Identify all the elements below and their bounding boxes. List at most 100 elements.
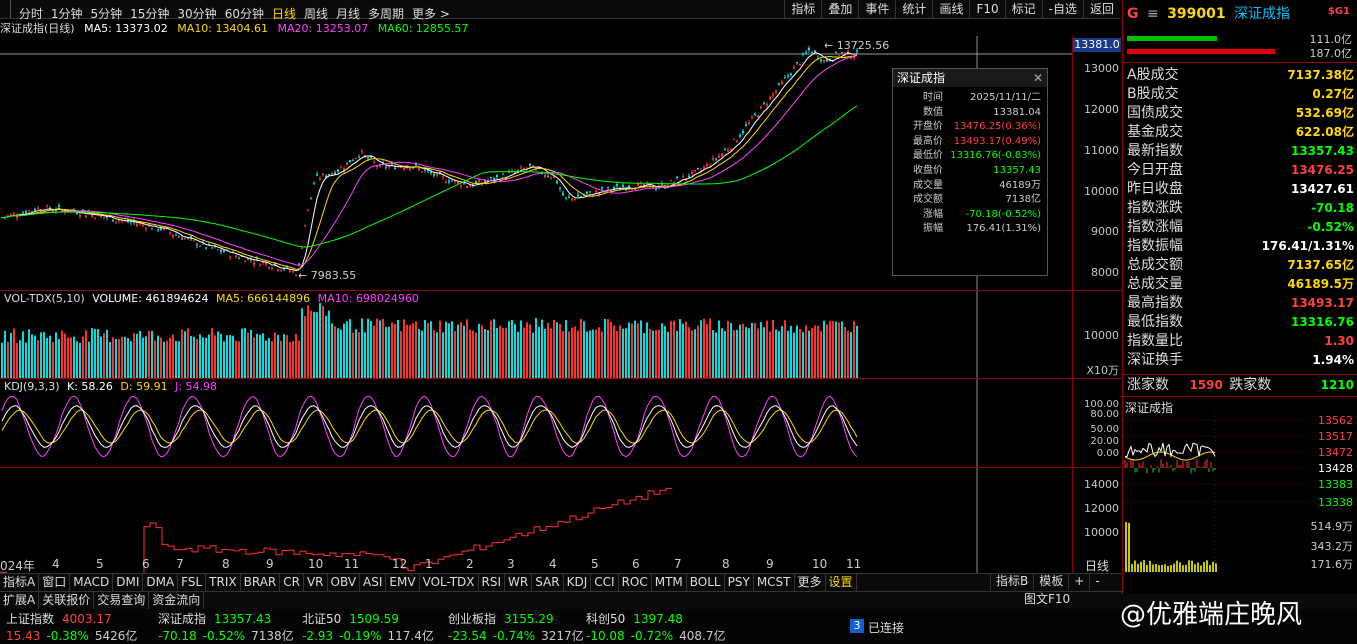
- period-tab[interactable]: 分时: [18, 7, 43, 21]
- volume-bar: [748, 328, 750, 378]
- toolbar-button[interactable]: -自选: [1041, 0, 1083, 18]
- volume-bar: [52, 342, 54, 378]
- indicator-tab[interactable]: MTM: [652, 574, 687, 591]
- indicator-tab[interactable]: KDJ: [564, 574, 592, 591]
- indicator-tab[interactable]: ASI: [360, 574, 387, 591]
- indicator-tab[interactable]: DMI: [113, 574, 144, 591]
- indicator-tab[interactable]: MACD: [70, 574, 114, 591]
- candle-body: [322, 173, 324, 175]
- indicator-tab[interactable]: EMV: [386, 574, 420, 591]
- indicator-tab[interactable]: BOLL: [687, 574, 725, 591]
- toolbar-button[interactable]: 指标: [784, 0, 821, 18]
- ticker-item[interactable]: 上证指数 4003.17 15.43 -0.38% 5426亿: [6, 610, 156, 644]
- indicator-tab[interactable]: 指标B: [990, 573, 1033, 590]
- candle-body: [676, 176, 678, 178]
- mini-title: 深证成指: [1125, 401, 1174, 415]
- volume-bar: [358, 332, 360, 378]
- f10-link[interactable]: 图文F10: [1024, 592, 1071, 606]
- intraday-mini-chart[interactable]: 13562 13517 13472 13428 13383 13338 514.9万 343.…: [1123, 412, 1357, 582]
- candle-body: [778, 83, 780, 85]
- indicator-tab[interactable]: VR: [304, 574, 328, 591]
- indicator-tab[interactable]: FSL: [178, 574, 207, 591]
- volume-bar: [841, 321, 843, 378]
- indicator-tab[interactable]: BRAR: [241, 574, 281, 591]
- indicator-tab[interactable]: SAR: [532, 574, 564, 591]
- kdj-j: J: 54.98: [175, 380, 218, 393]
- tooltip-row: 开盘价 13476.25(0.36%): [893, 120, 1047, 135]
- indicator-tab[interactable]: +: [1068, 573, 1089, 590]
- mini-vol-bar: [1176, 560, 1178, 572]
- period-tab[interactable]: 5分钟: [90, 7, 123, 21]
- volume-bar: [433, 330, 435, 378]
- period-tab[interactable]: 15分钟: [130, 7, 170, 21]
- indicator-tab[interactable]: ROC: [619, 574, 652, 591]
- period-tab[interactable]: 30分钟: [177, 7, 217, 21]
- volume-bar: [391, 322, 393, 378]
- stat-value: 13476.25: [1290, 163, 1354, 177]
- period-tab[interactable]: 1分钟: [50, 7, 83, 21]
- candle-body: [28, 210, 30, 212]
- candle-body: [811, 52, 813, 54]
- candle-body: [490, 176, 492, 178]
- indicator-tab[interactable]: CCI: [591, 574, 619, 591]
- candle-body: [307, 209, 309, 211]
- period-tab[interactable]: 日线: [271, 7, 296, 21]
- indicator-tab[interactable]: VOL-TDX: [420, 574, 479, 591]
- bottom-tab[interactable]: 资金流向: [149, 592, 205, 609]
- indicator-tab[interactable]: OBV: [328, 574, 361, 591]
- bottom-tab[interactable]: 扩展A: [0, 592, 40, 609]
- volume-bar: [607, 319, 609, 378]
- menu-icon[interactable]: ≡: [1146, 6, 1159, 22]
- candle-body: [190, 236, 192, 239]
- indicator-tab[interactable]: 窗口: [39, 574, 71, 591]
- stat-key: 深证换手: [1127, 352, 1183, 368]
- toolbar-button[interactable]: 叠加: [821, 0, 858, 18]
- toolbar-button[interactable]: 返回: [1082, 0, 1120, 18]
- indicator-tab[interactable]: WR: [505, 574, 533, 591]
- indicator-tab[interactable]: 设置: [826, 574, 857, 591]
- volume-bar: [676, 330, 678, 378]
- chart-canvas[interactable]: ← 13725.56 ← 7983.55: [0, 36, 1072, 573]
- tooltip-row: 时间 2025/11/11/二: [893, 91, 1047, 106]
- indicator-tab[interactable]: 模板: [1033, 573, 1068, 590]
- toolbar-button[interactable]: 画线: [932, 0, 969, 18]
- period-tab[interactable]: 周线: [303, 7, 328, 21]
- toolbar-button[interactable]: 标记: [1004, 0, 1042, 18]
- ticker-item[interactable]: 创业板指 3155.29 -23.54 -0.74% 3217亿: [448, 610, 598, 644]
- candle-body: [856, 50, 858, 52]
- mini-vol-bar: [1167, 565, 1169, 572]
- indicator-tab[interactable]: -: [1089, 573, 1104, 590]
- volume-bar: [442, 332, 444, 378]
- candle-body: [559, 187, 561, 189]
- toolbar-button[interactable]: 事件: [858, 0, 895, 18]
- candle-body: [148, 224, 150, 227]
- candle-body: [235, 255, 237, 258]
- toolbar-button[interactable]: 统计: [895, 0, 932, 18]
- indicator-tab[interactable]: 更多: [795, 574, 826, 591]
- tooltip-value: -70.18(-0.52%): [965, 208, 1041, 220]
- indicator-tab[interactable]: DMA: [143, 574, 179, 591]
- tooltip-title: 深证成指 ✕: [893, 69, 1047, 87]
- toolbar-button[interactable]: F10: [969, 0, 1004, 18]
- indicator-tab[interactable]: PSY: [725, 574, 754, 591]
- indicator-tab[interactable]: RSI: [479, 574, 506, 591]
- menu-icon[interactable]: [0, 0, 11, 18]
- volume-bar: [58, 339, 60, 378]
- indicator-tab[interactable]: CR: [280, 574, 304, 591]
- volume-bar: [85, 330, 87, 378]
- indicator-tab[interactable]: TRIX: [206, 574, 241, 591]
- candle-body: [763, 102, 765, 104]
- period-tab[interactable]: 60分钟: [224, 7, 264, 21]
- ticker-item[interactable]: 北证50 1509.59 -2.93 -0.19% 117.4亿: [302, 610, 452, 644]
- indicator-tab[interactable]: 指标A: [0, 574, 40, 591]
- indicator-tab[interactable]: MCST: [754, 574, 795, 591]
- ticker-item[interactable]: 科创50 1397.48 -10.08 -0.72% 408.7亿: [586, 610, 736, 644]
- bottom-tab[interactable]: 关联报价: [39, 592, 95, 609]
- ticker-item[interactable]: 深证成指 13357.43 -70.18 -0.52% 7138亿: [158, 610, 308, 644]
- mini-vol-bar: [1191, 560, 1193, 572]
- close-icon[interactable]: ✕: [1032, 71, 1043, 85]
- bottom-tab[interactable]: 交易查询: [94, 592, 150, 609]
- period-tab[interactable]: 更多 >: [412, 7, 450, 21]
- period-tab[interactable]: 月线: [336, 7, 361, 21]
- period-tab[interactable]: 多周期: [368, 7, 405, 21]
